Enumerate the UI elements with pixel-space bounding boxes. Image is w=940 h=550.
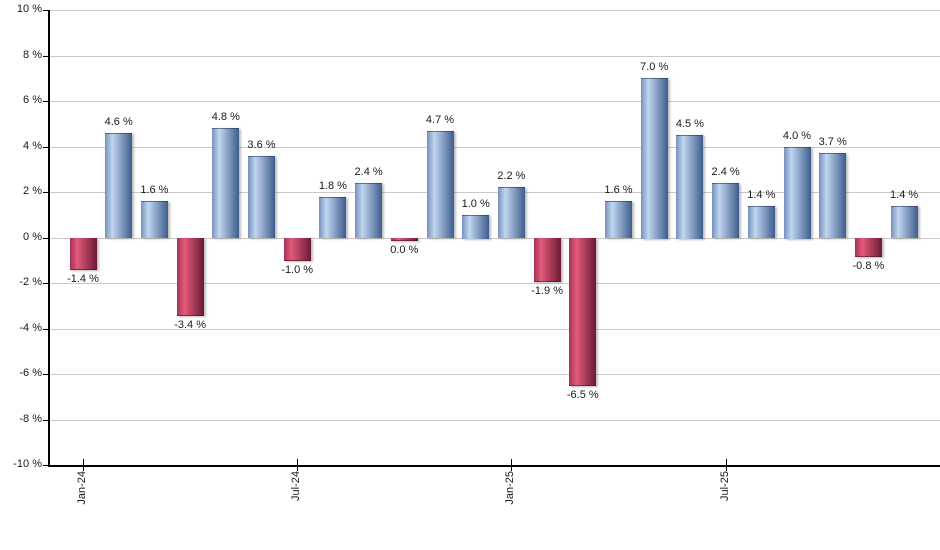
bar-Apr-25 bbox=[605, 201, 632, 239]
bar-May-24 bbox=[212, 128, 240, 239]
value-label: -1.9 % bbox=[531, 284, 563, 297]
value-label: 4.6 % bbox=[104, 115, 133, 128]
gridline bbox=[48, 328, 940, 330]
bar-Feb-24 bbox=[105, 132, 133, 239]
y-axis-tick bbox=[43, 237, 48, 239]
bar-Mar-25 bbox=[569, 237, 597, 387]
bar-Nov-25 bbox=[854, 237, 882, 257]
y-axis-tick bbox=[43, 192, 48, 193]
bar-Nov-24 bbox=[426, 130, 454, 239]
value-label: 4.8 % bbox=[211, 111, 240, 124]
value-label: 7.0 % bbox=[640, 61, 669, 74]
bar-Jan-24 bbox=[69, 237, 97, 271]
value-label: -6.5 % bbox=[566, 389, 599, 402]
value-label: 0.0 % bbox=[390, 243, 419, 256]
y-axis-label: 8 % bbox=[23, 48, 42, 61]
bar-Jun-25 bbox=[676, 135, 704, 239]
gridline bbox=[48, 101, 940, 102]
y-axis-label: 4 % bbox=[23, 139, 42, 152]
x-axis-label: Jul-24 bbox=[290, 471, 303, 501]
x-axis-label: Jul-25 bbox=[718, 471, 731, 501]
y-axis-tick bbox=[43, 283, 48, 284]
y-axis-tick bbox=[43, 10, 48, 11]
x-axis-tick bbox=[83, 459, 84, 471]
y-axis-label: 6 % bbox=[23, 94, 42, 106]
value-label: 1.6 % bbox=[140, 184, 169, 197]
gridline bbox=[48, 55, 940, 57]
value-label: 1.4 % bbox=[890, 188, 919, 201]
x-axis-tick bbox=[511, 459, 513, 471]
y-axis-label: -4 % bbox=[19, 321, 42, 334]
value-label: -0.8 % bbox=[852, 259, 885, 272]
y-axis-label: -10 % bbox=[13, 458, 42, 470]
x-axis-tick bbox=[725, 459, 727, 471]
y-axis-label: -8 % bbox=[19, 412, 42, 425]
bar-Jul-25 bbox=[712, 182, 740, 239]
value-label: 1.0 % bbox=[461, 197, 490, 210]
gridline bbox=[48, 146, 940, 148]
value-label: 4.0 % bbox=[782, 129, 812, 142]
bar-Dec-24 bbox=[462, 214, 490, 239]
value-label: -3.4 % bbox=[174, 318, 206, 331]
bar-Dec-25 bbox=[890, 205, 918, 239]
x-axis-label: Jan-25 bbox=[504, 471, 517, 505]
bar-Oct-24 bbox=[390, 237, 418, 241]
y-axis-tick bbox=[43, 465, 48, 466]
bar-Apr-24 bbox=[176, 237, 204, 316]
gridline bbox=[48, 237, 940, 239]
bar-Sep-25 bbox=[783, 146, 811, 239]
gridline bbox=[48, 10, 940, 11]
value-label: 2.2 % bbox=[497, 170, 526, 183]
y-axis-label: 10 % bbox=[16, 3, 42, 15]
x-axis-label: Jan-24 bbox=[76, 471, 88, 505]
value-label: 4.5 % bbox=[675, 118, 704, 131]
value-label: 3.7 % bbox=[818, 136, 847, 149]
value-label: 2.4 % bbox=[711, 165, 740, 178]
value-label: 2.4 % bbox=[354, 165, 383, 178]
gridline bbox=[48, 419, 940, 421]
value-label: 1.4 % bbox=[747, 188, 776, 201]
gridline bbox=[48, 374, 940, 375]
y-axis-tick bbox=[43, 55, 48, 57]
y-axis-tick bbox=[43, 146, 48, 148]
bar-Oct-25 bbox=[819, 153, 847, 239]
bar-Jun-24 bbox=[248, 155, 275, 239]
bar-Jan-25 bbox=[497, 187, 525, 239]
y-axis-label: 2 % bbox=[23, 185, 42, 197]
y-axis-label: -6 % bbox=[19, 367, 42, 379]
gridline bbox=[48, 192, 940, 193]
bar-Aug-24 bbox=[319, 196, 347, 239]
y-axis-tick bbox=[43, 101, 48, 102]
y-axis-tick bbox=[43, 419, 48, 421]
value-label: -1.4 % bbox=[67, 273, 99, 286]
x-axis-line bbox=[48, 465, 940, 467]
bar-Feb-25 bbox=[533, 237, 561, 282]
y-axis-tick bbox=[43, 374, 48, 375]
value-label: 1.8 % bbox=[318, 179, 347, 192]
value-label: -1.0 % bbox=[281, 264, 314, 277]
value-label: 4.7 % bbox=[425, 113, 455, 126]
bar-Sep-24 bbox=[355, 182, 383, 239]
gridline bbox=[48, 283, 940, 284]
bar-Mar-24 bbox=[140, 201, 168, 239]
y-axis-line bbox=[48, 10, 50, 467]
bar-Aug-25 bbox=[747, 205, 775, 239]
y-axis-tick bbox=[43, 328, 48, 330]
y-axis-label: 0 % bbox=[23, 230, 42, 243]
y-axis-label: -2 % bbox=[19, 276, 42, 288]
value-label: 3.6 % bbox=[247, 138, 276, 151]
bar-May-25 bbox=[640, 78, 668, 239]
value-label: 1.6 % bbox=[604, 184, 633, 197]
bar-Jul-24 bbox=[283, 237, 311, 262]
x-axis-tick bbox=[297, 459, 299, 471]
